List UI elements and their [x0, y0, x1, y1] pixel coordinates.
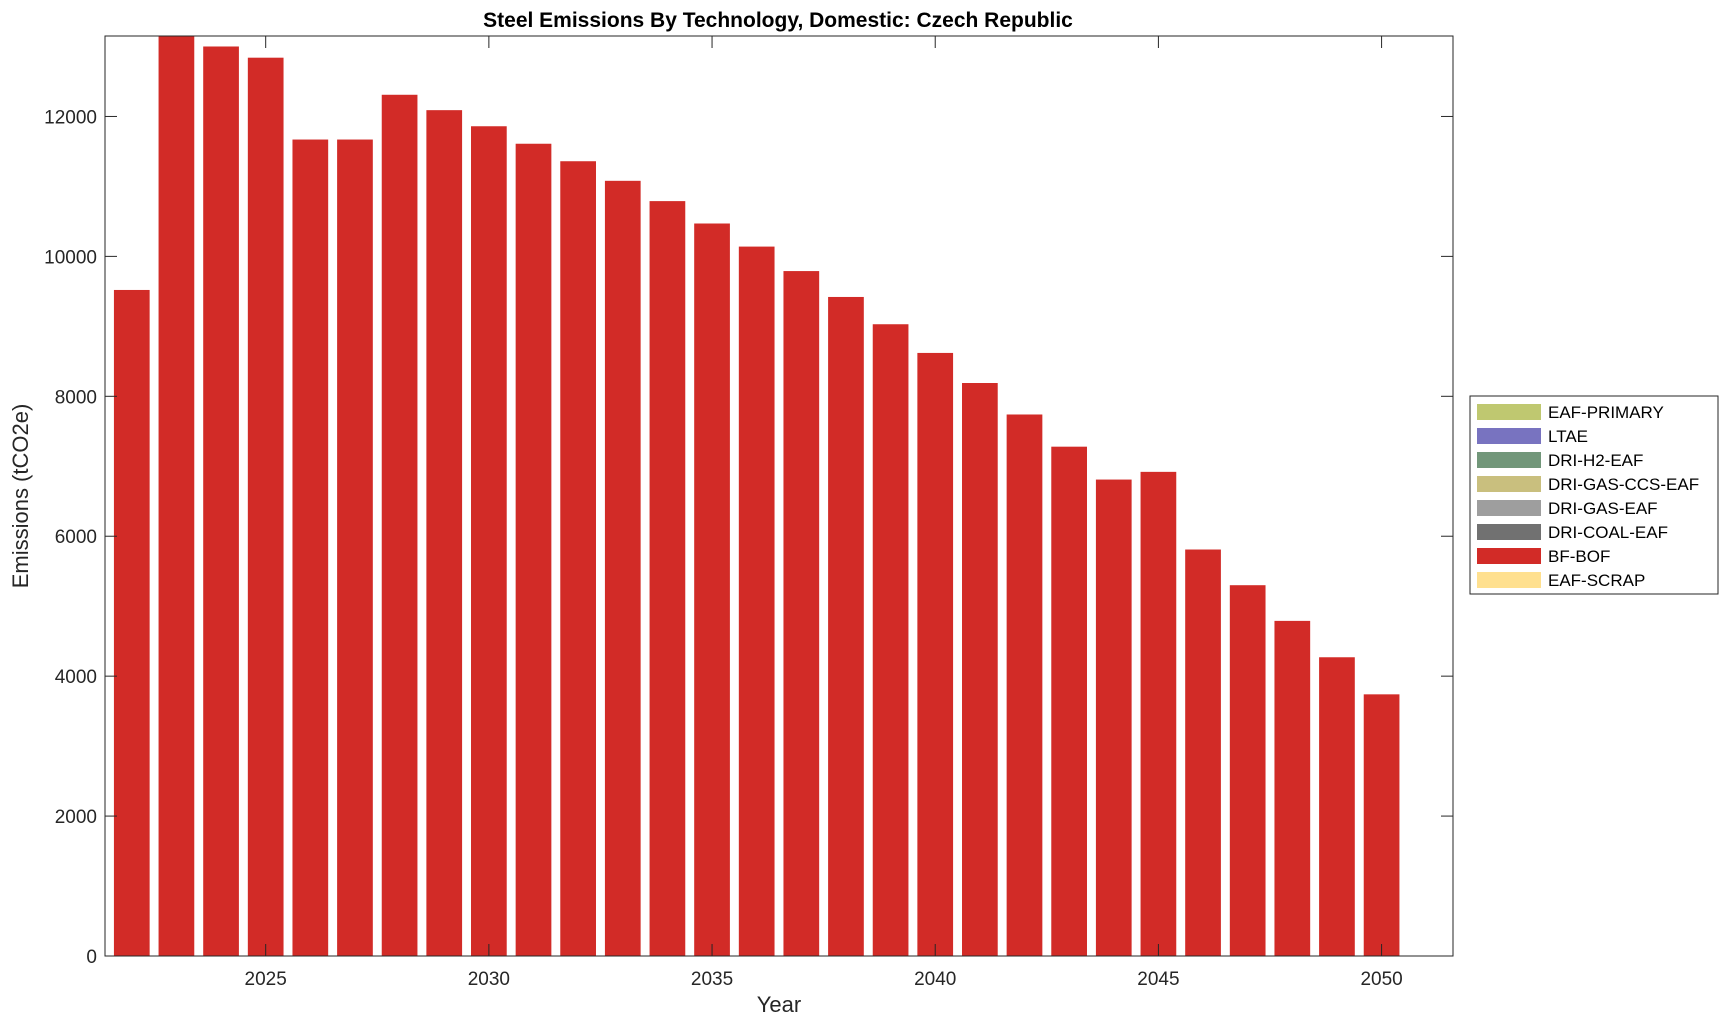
- x-tick-label: 2030: [468, 969, 510, 990]
- bar-bf-bof-2039: [872, 324, 909, 956]
- bar-bf-bof-2042: [1006, 414, 1043, 956]
- bar-bf-bof-2037: [783, 271, 820, 956]
- bar-bf-bof-2044: [1095, 479, 1132, 956]
- legend-label-eaf-primary: EAF-PRIMARY: [1548, 403, 1664, 422]
- bar-bf-bof-2041: [962, 383, 998, 956]
- bar-bf-bof-2045: [1140, 471, 1177, 956]
- legend-items: EAF-PRIMARY LTAE DRI-H2-EAF DRI-GAS-CCS-EAF…: [1477, 403, 1699, 590]
- legend-swatch-dri-h2-eaf: [1477, 452, 1541, 468]
- bar-bf-bof-2047: [1229, 585, 1266, 956]
- legend-swatch-dri-coal-eaf: [1477, 524, 1541, 540]
- bar-bf-bof-2030: [471, 126, 507, 956]
- legend-swatch-eaf-scrap: [1477, 572, 1541, 588]
- x-tick-label: 2025: [245, 969, 287, 990]
- y-tick-label: 4000: [55, 667, 97, 688]
- bar-bf-bof-2043: [1051, 446, 1087, 956]
- legend-swatch-eaf-primary: [1477, 404, 1541, 420]
- bar-bf-bof-2034: [649, 201, 686, 957]
- x-tick-label: 2050: [1360, 969, 1402, 990]
- bar-group: [113, 36, 1400, 957]
- legend-label-dri-gas-ccs-eaf: DRI-GAS-CCS-EAF: [1548, 475, 1699, 494]
- plot-frame: [104, 35, 1454, 957]
- legend-label-dri-h2-eaf: DRI-H2-EAF: [1548, 451, 1643, 470]
- bar-bf-bof-2022: [113, 289, 150, 957]
- y-axis: 0 2000 4000 6000 8000 10000 12000: [44, 107, 1453, 968]
- legend-swatch-bf-bof: [1477, 548, 1541, 564]
- bar-bf-bof-2046: [1185, 549, 1221, 956]
- legend-label-bf-bof: BF-BOF: [1548, 547, 1610, 566]
- legend-label-dri-coal-eaf: DRI-COAL-EAF: [1548, 523, 1668, 542]
- chart-title: Steel Emissions By Technology, Domestic:…: [483, 9, 1073, 32]
- bar-bf-bof-2048: [1274, 620, 1311, 956]
- legend-label-ltae: LTAE: [1548, 427, 1588, 446]
- bar-bf-bof-2028: [381, 94, 418, 956]
- x-tick-label: 2035: [691, 969, 733, 990]
- bar-bf-bof-2035: [694, 223, 730, 956]
- y-axis-title: Emissions (tCO2e): [8, 404, 33, 589]
- bar-bf-bof-2033: [604, 180, 641, 956]
- bar-bf-bof-2024: [203, 46, 239, 957]
- y-tick-label: 10000: [44, 247, 97, 268]
- bar-bf-bof-2025: [247, 57, 284, 956]
- bar-bf-bof-2031: [515, 143, 552, 957]
- y-tick-label: 6000: [55, 527, 97, 548]
- bar-bf-bof-2049: [1319, 657, 1355, 956]
- y-tick-label: 2000: [55, 807, 97, 828]
- legend-swatch-dri-gas-ccs-eaf: [1477, 476, 1541, 492]
- x-axis: 2025 2030 2035 2040 2045 2050: [245, 36, 1403, 990]
- x-tick-label: 2040: [914, 969, 956, 990]
- x-tick-label: 2045: [1137, 969, 1179, 990]
- y-tick-label: 0: [86, 947, 97, 968]
- bar-bf-bof-2023: [158, 36, 195, 956]
- legend-swatch-dri-gas-eaf: [1477, 500, 1541, 516]
- bar-bf-bof-2036: [738, 246, 775, 957]
- bar-bf-bof-2038: [828, 296, 864, 957]
- legend-swatch-ltae: [1477, 428, 1541, 444]
- y-tick-label: 8000: [55, 387, 97, 408]
- bar-bf-bof-2029: [426, 110, 463, 956]
- bar-bf-bof-2050: [1363, 694, 1400, 956]
- legend: EAF-PRIMARY LTAE DRI-H2-EAF DRI-GAS-CCS-EAF…: [1469, 395, 1719, 595]
- legend-label-eaf-scrap: EAF-SCRAP: [1548, 571, 1645, 590]
- bar-bf-bof-2040: [917, 352, 954, 956]
- y-tick-label: 12000: [44, 107, 97, 128]
- legend-label-dri-gas-eaf: DRI-GAS-EAF: [1548, 499, 1658, 518]
- bar-bf-bof-2026: [292, 139, 329, 957]
- bar-bf-bof-2032: [560, 161, 596, 957]
- x-axis-title: Year: [757, 992, 801, 1017]
- bar-bf-bof-2027: [337, 139, 373, 957]
